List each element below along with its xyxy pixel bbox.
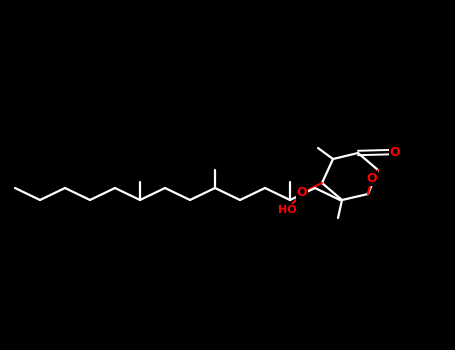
- Text: O: O: [389, 146, 400, 159]
- Text: HO: HO: [278, 205, 296, 215]
- Text: O: O: [367, 172, 377, 184]
- Text: O: O: [297, 187, 307, 199]
